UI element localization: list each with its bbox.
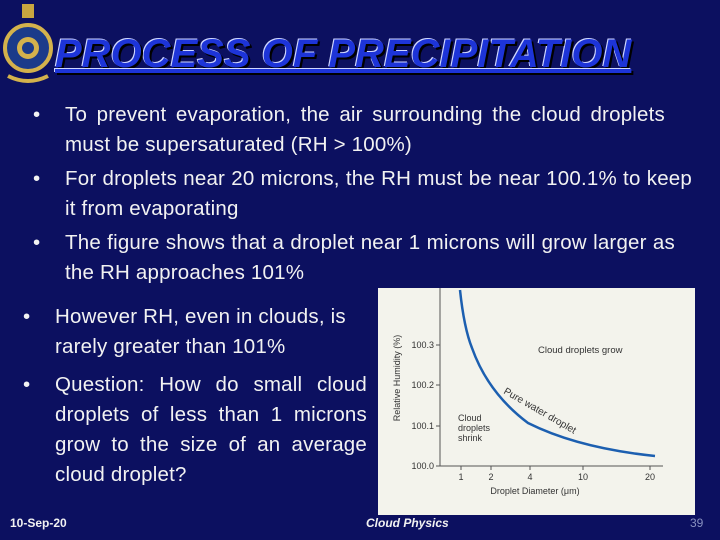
curve	[458, 289, 656, 458]
footer-date: 10-Sep-20	[10, 516, 67, 530]
x-axis-label: Droplet Diameter (μm)	[490, 486, 579, 496]
y-axis-label: Relative Humidity (%)	[392, 335, 402, 422]
page-number: 39	[690, 516, 704, 530]
y-tick-label: 100.0	[411, 461, 434, 471]
slide-title: PROCESS OF PRECIPITATION	[55, 32, 632, 76]
x-tick-label: 1	[458, 472, 463, 482]
bullet-text: To prevent evaporation, the air surround…	[65, 103, 665, 156]
footer-center: Cloud Physics	[366, 516, 449, 530]
shrink-label: Cloud droplets shrink	[458, 413, 491, 443]
emblem	[3, 4, 53, 83]
bullet-text: However RH, even in clouds, is rarely gr…	[55, 305, 346, 358]
x-tick-label: 10	[578, 472, 588, 482]
bullet-text: For droplets near 20 microns, the RH mus…	[65, 167, 692, 220]
bullet: • The figure shows that a droplet near 1 …	[33, 228, 675, 288]
shrink-box: Cloud droplets shrink	[458, 413, 491, 443]
grow-label: Cloud droplets grow	[538, 345, 623, 356]
bullet: • To prevent evaporation, the air surroun…	[33, 100, 665, 160]
bullet: • However RH, even in clouds, is rarely g…	[23, 302, 370, 362]
bullet: • Question: How do small cloud droplets o…	[23, 370, 367, 490]
x-tick-label: 20	[645, 472, 655, 482]
bullet-text: The figure shows that a droplet near 1 m…	[65, 231, 675, 284]
x-tick-label: 2	[488, 472, 493, 482]
y-tick-label: 100.2	[411, 380, 434, 390]
y-tick-label: 100.1	[411, 421, 434, 431]
bullet-text: Question: How do small cloud droplets of…	[55, 373, 367, 486]
figure: Relative Humidity (%) Droplet Diameter (…	[378, 288, 695, 515]
y-tick-label: 100.3	[411, 340, 434, 350]
x-tick-label: 4	[527, 472, 532, 482]
bullet: • For droplets near 20 microns, the RH mu…	[33, 164, 692, 224]
